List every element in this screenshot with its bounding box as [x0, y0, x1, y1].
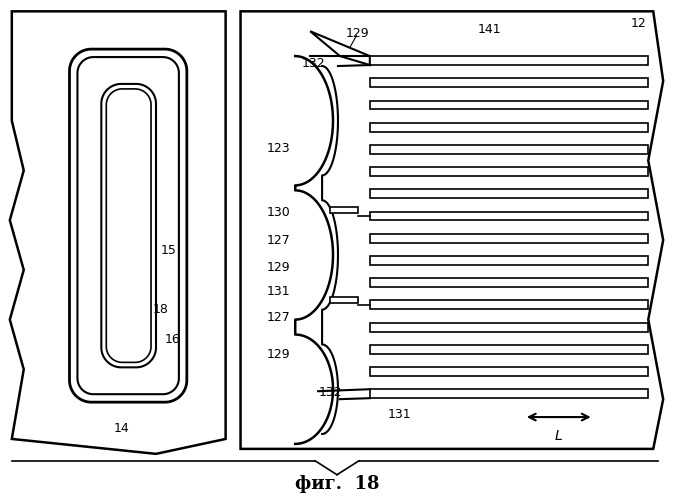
- Polygon shape: [370, 234, 648, 242]
- Polygon shape: [10, 12, 226, 454]
- Polygon shape: [370, 167, 648, 176]
- Polygon shape: [370, 278, 648, 287]
- Polygon shape: [101, 84, 156, 368]
- Polygon shape: [106, 89, 151, 362]
- Text: 15: 15: [161, 244, 177, 256]
- Polygon shape: [78, 57, 179, 394]
- Text: 129: 129: [266, 348, 290, 361]
- Text: 129: 129: [346, 26, 370, 40]
- Polygon shape: [370, 56, 648, 65]
- Text: 127: 127: [266, 234, 290, 246]
- Text: 132: 132: [301, 56, 325, 70]
- Text: 131: 131: [266, 286, 290, 298]
- Text: 132: 132: [318, 386, 342, 398]
- Text: 123: 123: [266, 142, 290, 155]
- Text: L: L: [555, 429, 563, 443]
- Polygon shape: [310, 31, 370, 65]
- Text: 129: 129: [266, 262, 290, 274]
- Polygon shape: [370, 145, 648, 154]
- Polygon shape: [370, 122, 648, 132]
- Polygon shape: [370, 345, 648, 354]
- Polygon shape: [370, 256, 648, 265]
- Polygon shape: [241, 12, 663, 449]
- Polygon shape: [330, 207, 358, 213]
- Polygon shape: [370, 78, 648, 87]
- Text: 131: 131: [388, 408, 411, 420]
- Text: 16: 16: [165, 333, 181, 346]
- Polygon shape: [370, 190, 648, 198]
- Polygon shape: [370, 100, 648, 110]
- Polygon shape: [370, 367, 648, 376]
- Text: фиг.  18: фиг. 18: [295, 474, 379, 492]
- Polygon shape: [370, 389, 648, 398]
- Polygon shape: [370, 300, 648, 310]
- Text: 12: 12: [630, 17, 646, 30]
- Polygon shape: [330, 296, 358, 302]
- Polygon shape: [370, 322, 648, 332]
- Polygon shape: [370, 212, 648, 220]
- Text: 14: 14: [113, 422, 129, 436]
- Text: 130: 130: [266, 206, 290, 218]
- Text: 127: 127: [266, 311, 290, 324]
- Text: 141: 141: [477, 22, 501, 36]
- Polygon shape: [69, 49, 187, 402]
- Text: 18: 18: [153, 303, 169, 316]
